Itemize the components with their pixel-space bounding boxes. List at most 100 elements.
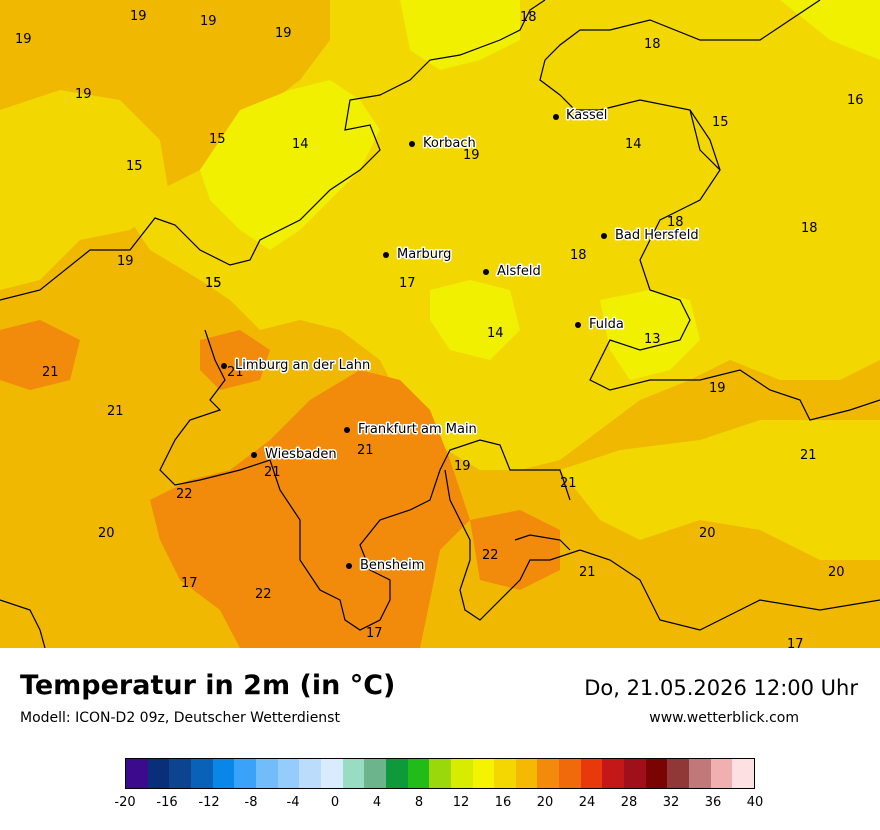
temp-value: 19 [75, 87, 92, 102]
legend-color-segment [342, 759, 365, 788]
zone-hot-limburg [200, 330, 270, 390]
temp-value: 21 [357, 443, 374, 458]
legend-tick-label: 12 [452, 795, 470, 810]
temp-value: 20 [699, 526, 716, 541]
temperature-map: 19 19 19 19 18 18 16 19 15 15 14 14 19 1… [0, 0, 880, 648]
temp-value: 22 [482, 548, 499, 563]
legend-color-segment [667, 759, 690, 788]
legend-tick-label: 16 [494, 795, 512, 810]
city-label-wiesbaden: Wiesbaden [265, 447, 337, 462]
border-line [689, 109, 721, 171]
temp-value: 20 [98, 526, 115, 541]
border-line [0, 0, 546, 301]
temp-value: 14 [292, 137, 309, 152]
legend-color-segment [689, 759, 711, 788]
city-marker-alsfeld [483, 269, 489, 275]
legend-color-segment [450, 759, 473, 788]
temp-value: 17 [366, 626, 383, 641]
legend-tick-label: 8 [414, 795, 424, 810]
border-line [0, 599, 46, 648]
temp-value: 21 [107, 404, 124, 419]
city-marker-bensheim [346, 563, 352, 569]
temp-value: 19 [200, 14, 217, 29]
legend-tick-label: -4 [286, 795, 300, 810]
legend-color-segment [537, 759, 560, 788]
temp-value: 18 [570, 248, 587, 263]
map-title: Temperatur in 2m (in °C) [20, 670, 396, 701]
city-label-korbach: Korbach [423, 136, 476, 151]
zone-hot-south [470, 510, 560, 590]
temp-value: 15 [205, 276, 222, 291]
border-line [159, 329, 571, 631]
temp-value: 15 [209, 132, 226, 147]
legend-color-segment [385, 759, 408, 788]
temp-value: 18 [644, 37, 661, 52]
legend-tick-label: 0 [330, 795, 340, 810]
temp-value: 21 [560, 476, 577, 491]
state-borders [0, 0, 880, 648]
zone-cool-east [600, 290, 700, 380]
temp-value: 18 [520, 10, 537, 25]
city-marker-kassel [553, 114, 559, 120]
temp-value: 17 [399, 276, 416, 291]
city-label-kassel: Kassel [566, 108, 607, 123]
legend-color-segment [212, 759, 235, 788]
temp-value: 18 [667, 215, 684, 230]
legend-color-segment [169, 759, 191, 788]
city-marker-limburg [221, 363, 227, 369]
city-label-alsfeld: Alsfeld [497, 264, 541, 279]
legend-tick-label: -8 [244, 795, 258, 810]
legend-tick-label: 32 [662, 795, 680, 810]
temp-value: 22 [176, 487, 193, 502]
city-label-bad-hersfeld: Bad Hersfeld [615, 228, 699, 243]
temp-value: 20 [828, 565, 845, 580]
temp-value: 19 [15, 32, 32, 47]
temp-value: 19 [130, 9, 147, 24]
legend-color-segment [472, 759, 495, 788]
legend-color-segment [559, 759, 581, 788]
legend-color-segment [147, 759, 170, 788]
temp-value: 18 [801, 221, 818, 236]
website-link[interactable]: www.wetterblick.com [649, 710, 799, 726]
legend-tick-label: 36 [704, 795, 722, 810]
city-label-frankfurt: Frankfurt am Main [358, 422, 477, 437]
city-marker-korbach [409, 141, 415, 147]
temp-value: 15 [712, 115, 729, 130]
temp-value: 19 [463, 148, 480, 163]
legend-tick-label: 28 [620, 795, 638, 810]
map-footer: Temperatur in 2m (in °C) Modell: ICON-D2… [0, 648, 880, 830]
zone-cool-center [430, 280, 520, 360]
legend-tick-label: 4 [372, 795, 382, 810]
color-legend [125, 758, 755, 789]
legend-color-segment [710, 759, 733, 788]
legend-color-segment [255, 759, 278, 788]
legend-color-segment [299, 759, 321, 788]
temp-value: 21 [800, 448, 817, 463]
temp-value: 19 [117, 254, 134, 269]
temp-value: 22 [255, 587, 272, 602]
temp-value: 15 [205, 276, 222, 291]
legend-tick-label: 20 [536, 795, 554, 810]
legend-tick-label: 40 [746, 795, 764, 810]
temp-value: 16 [847, 93, 864, 108]
temp-value: 19 [454, 459, 471, 474]
city-label-limburg: Limburg an der Lahn [235, 358, 370, 373]
border-line [544, 0, 821, 61]
temp-value: 17 [181, 576, 198, 591]
legend-color-segment [407, 759, 430, 788]
legend-tick-label: -20 [114, 795, 136, 810]
legend-color-segment [320, 759, 343, 788]
border-line [514, 534, 571, 551]
city-marker-fulda [575, 322, 581, 328]
border-line [539, 59, 880, 421]
legend-color-segment [732, 759, 755, 788]
zone-hot-rhinemain [150, 370, 470, 648]
temp-value: 21 [42, 365, 59, 380]
temp-value: 14 [487, 326, 504, 341]
legend-color-segment [645, 759, 668, 788]
legend-color-segment [364, 759, 386, 788]
legend-color-segment [624, 759, 646, 788]
temp-value: 21 [227, 365, 244, 380]
legend-color-segment [126, 759, 148, 788]
zone-cool-north [200, 80, 380, 250]
